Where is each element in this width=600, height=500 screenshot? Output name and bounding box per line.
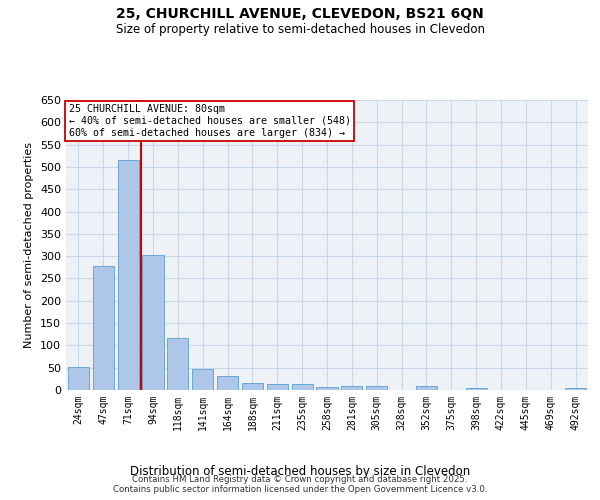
Text: Contains HM Land Registry data © Crown copyright and database right 2025.
Contai: Contains HM Land Registry data © Crown c… — [113, 474, 487, 494]
Bar — [192, 369, 213, 390]
Bar — [341, 386, 362, 390]
Bar — [466, 388, 487, 390]
Bar — [142, 256, 164, 390]
Bar — [118, 160, 139, 390]
Bar — [416, 386, 437, 390]
Bar — [93, 266, 114, 390]
Bar — [217, 376, 238, 390]
Bar — [565, 388, 586, 390]
Bar — [242, 383, 263, 390]
Text: 25 CHURCHILL AVENUE: 80sqm
← 40% of semi-detached houses are smaller (548)
60% o: 25 CHURCHILL AVENUE: 80sqm ← 40% of semi… — [68, 104, 350, 138]
Bar — [68, 367, 89, 390]
Text: 25, CHURCHILL AVENUE, CLEVEDON, BS21 6QN: 25, CHURCHILL AVENUE, CLEVEDON, BS21 6QN — [116, 8, 484, 22]
Bar — [167, 338, 188, 390]
Text: Distribution of semi-detached houses by size in Clevedon: Distribution of semi-detached houses by … — [130, 464, 470, 477]
Text: Size of property relative to semi-detached houses in Clevedon: Size of property relative to semi-detach… — [115, 22, 485, 36]
Bar — [267, 384, 288, 390]
Y-axis label: Number of semi-detached properties: Number of semi-detached properties — [25, 142, 34, 348]
Bar — [292, 384, 313, 390]
Bar — [316, 388, 338, 390]
Bar — [366, 386, 387, 390]
